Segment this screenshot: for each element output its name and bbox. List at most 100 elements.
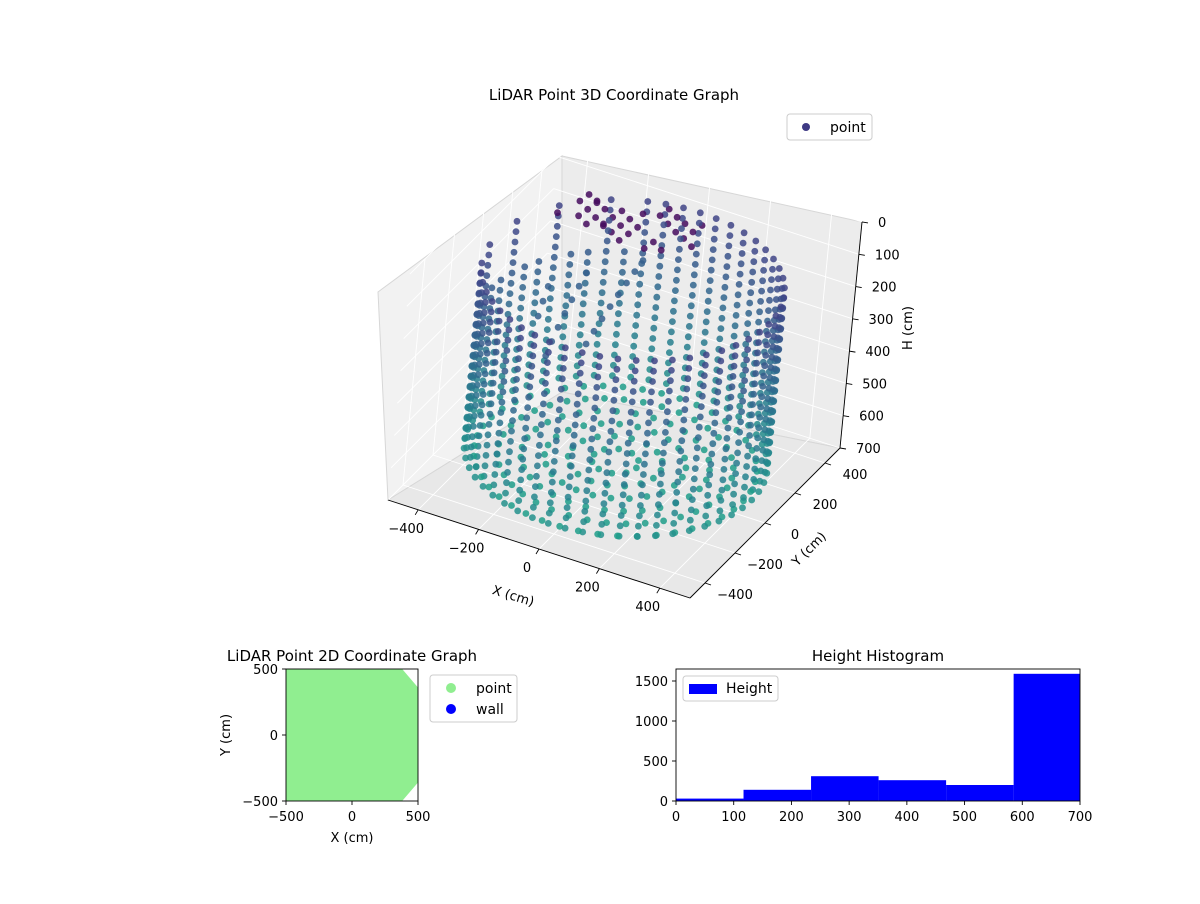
point-3d	[485, 251, 493, 259]
chart-3d-ticks: −400 −200 0 200 400 −400 −200 0 200 400 0 100 200 300…	[388, 216, 899, 615]
point-3d	[474, 300, 482, 307]
point-3d	[733, 459, 740, 467]
point-3d	[498, 372, 506, 380]
point-3d	[564, 281, 572, 289]
point-3d	[767, 364, 775, 371]
point-3d	[631, 332, 639, 340]
point-3d	[503, 321, 511, 328]
point-3d	[579, 300, 587, 308]
point-3d	[603, 469, 611, 477]
point-3d	[669, 318, 676, 325]
point-3d	[696, 209, 704, 217]
point-3d	[698, 392, 706, 400]
point-3d	[701, 522, 709, 530]
point-3d	[499, 388, 507, 396]
point-3d	[530, 503, 537, 511]
point-3d	[517, 476, 525, 484]
point-3d	[635, 291, 643, 298]
point-3d	[741, 483, 748, 491]
point-3d	[688, 292, 696, 299]
point-3d	[737, 418, 744, 426]
point-3d	[774, 275, 782, 283]
point-3d	[723, 263, 731, 270]
point-3d	[706, 471, 714, 479]
point-3d	[757, 298, 764, 305]
point-3d	[544, 359, 551, 366]
point-3d	[682, 464, 690, 472]
point-3d	[735, 281, 743, 288]
point-3d	[742, 366, 749, 374]
point-3d	[520, 273, 528, 281]
point-3d	[756, 414, 764, 421]
point-3d	[528, 362, 536, 370]
point-3d	[489, 379, 497, 387]
point-3d	[679, 427, 687, 434]
point-3d	[724, 424, 732, 432]
point-3d	[674, 266, 681, 274]
point-3d	[549, 468, 557, 476]
point-3d	[726, 232, 734, 240]
point-3d	[689, 281, 697, 289]
point-3d	[627, 408, 635, 416]
point-3d	[639, 257, 647, 264]
point-3d	[713, 398, 721, 406]
point-3d	[591, 404, 599, 412]
point-3d	[651, 357, 658, 365]
point-3d	[545, 509, 553, 517]
x-tick-label-3d: −200	[449, 541, 485, 556]
point-3d	[518, 324, 525, 332]
point-3d	[741, 351, 749, 358]
chart-3d-legend: point	[786, 113, 873, 141]
point-3d	[654, 283, 662, 291]
point-3d	[496, 286, 504, 294]
point-3d	[759, 383, 767, 390]
point-3d	[514, 365, 521, 373]
point-3d	[625, 429, 633, 437]
point-3d	[770, 255, 777, 263]
point-3d	[565, 483, 573, 491]
point-3d	[669, 356, 676, 364]
point-3d	[640, 239, 648, 247]
point-3d	[660, 221, 668, 229]
point-3d	[680, 204, 687, 212]
point-3d	[488, 298, 496, 305]
point-3d	[582, 497, 590, 505]
point-3d	[641, 229, 649, 236]
histogram-ticks: 0 100 200 300 400 500 600 700 0 500 1000 1500	[635, 675, 1093, 825]
point-3d	[687, 506, 695, 514]
point-3d	[758, 457, 766, 464]
point-3d	[755, 488, 763, 495]
histogram-bar	[1013, 673, 1080, 801]
point-3d	[704, 424, 712, 432]
point-3d	[583, 220, 590, 228]
point-3d	[634, 301, 642, 309]
point-3d	[542, 460, 550, 468]
point-3d	[509, 259, 517, 266]
point-3d	[604, 227, 612, 235]
point-3d	[666, 387, 673, 395]
point-3d	[584, 476, 592, 484]
y-tick-label-3d: 200	[813, 498, 838, 513]
point-3d	[665, 205, 673, 213]
point-3d	[577, 359, 585, 367]
point-3d	[756, 308, 763, 316]
point-3d	[497, 276, 505, 284]
point-3d	[728, 511, 735, 519]
point-3d	[725, 414, 733, 422]
point-3d	[636, 280, 644, 288]
point-3d	[546, 338, 553, 346]
point-3d	[594, 433, 601, 441]
point-3d	[702, 512, 710, 520]
point-3d	[463, 413, 471, 421]
point-3d	[665, 398, 672, 405]
point-3d	[716, 335, 724, 343]
point-3d	[590, 327, 598, 335]
point-3d	[489, 491, 497, 499]
point-3d	[578, 349, 586, 356]
point-3d	[503, 347, 511, 354]
point-3d	[532, 483, 539, 490]
point-3d	[507, 438, 514, 445]
point-3d	[597, 420, 605, 427]
point-3d	[514, 507, 522, 515]
